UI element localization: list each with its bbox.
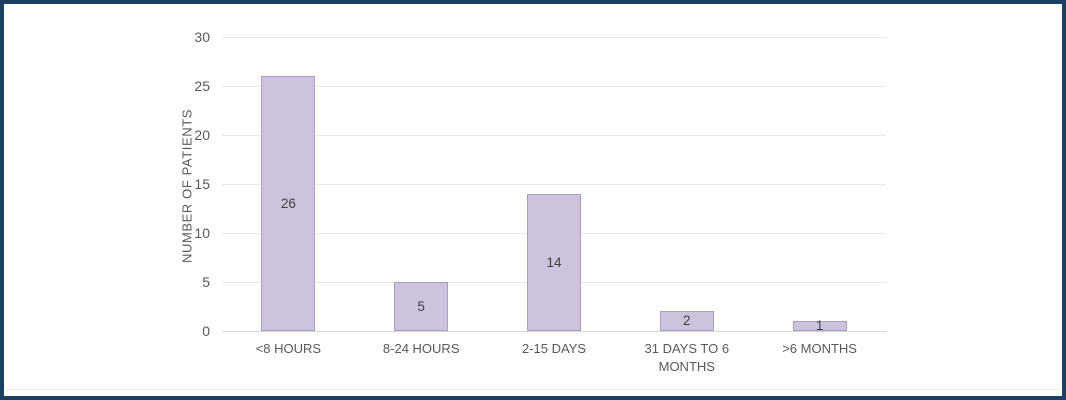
y-axis-ticks: 0 5 10 15 20 25 30: [4, 29, 210, 339]
bar-value-label: 26: [280, 195, 296, 211]
y-tick-label: 15: [194, 176, 210, 192]
gridline: [222, 183, 886, 185]
gridline: [222, 36, 886, 38]
y-tick-label: 25: [194, 78, 210, 94]
y-tick-label: 5: [202, 274, 210, 290]
bar: 2: [659, 311, 714, 331]
y-tick-label: 20: [194, 127, 210, 143]
bar-value-label: 2: [683, 313, 691, 329]
bar-slot: 26: [222, 37, 355, 331]
bar-value-label: 5: [417, 298, 425, 314]
x-axis-category-label: 8-24 HOURS: [382, 341, 460, 356]
gridline: [222, 85, 886, 87]
x-axis-category-label: 2-15 DAYS: [521, 341, 587, 356]
x-axis-category-label: 31 DAYS TO 6 MONTHS: [644, 341, 730, 374]
bar: 1: [792, 318, 847, 334]
bottom-divider: [6, 389, 1060, 390]
y-tick-label: 0: [202, 323, 210, 339]
bar-value-label: 14: [546, 254, 562, 270]
bar-slot: 1: [753, 37, 886, 334]
bar: 5: [394, 282, 449, 331]
x-axis-category-label: >6 MONTHS: [782, 341, 857, 356]
x-axis-labels: <8 HOURS 8-24 HOURS 2-15 DAYS 31 DAYS TO 6 …: [222, 340, 886, 375]
bar-value-label: 1: [815, 318, 824, 334]
chart-canvas: NUMBER OF PATIENTS 0 5 10 15 20 25 30 26 5 14 2 1 …: [4, 4, 1062, 396]
bar: 14: [526, 193, 581, 331]
plot-area: 26 5 14 2 1: [222, 36, 886, 334]
y-tick-label: 10: [194, 225, 210, 241]
bar-slot: 2: [620, 37, 753, 331]
bar-slot: 5: [355, 37, 488, 331]
y-tick-label: 30: [194, 29, 210, 45]
x-axis-category-label: <8 HOURS: [255, 341, 322, 356]
bar-slot: 14: [488, 37, 621, 331]
gridline: [222, 134, 886, 136]
bar: 26: [261, 76, 316, 331]
